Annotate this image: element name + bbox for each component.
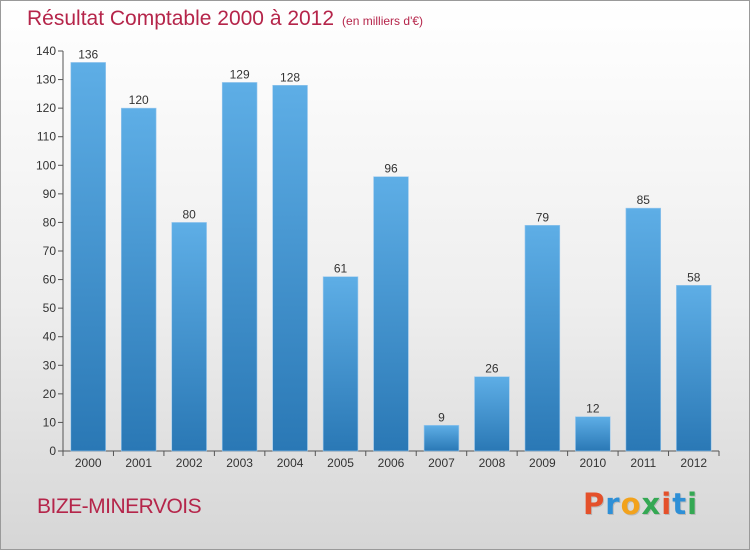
data-label: 12 (586, 402, 600, 416)
x-tick-label: 2008 (479, 456, 506, 470)
x-tick-label: 2011 (630, 456, 656, 470)
data-label: 129 (230, 67, 250, 81)
logo-letter: o (620, 487, 642, 521)
bar (474, 376, 510, 452)
data-label: 128 (280, 70, 300, 84)
logo-letter: r (605, 487, 621, 521)
y-tick-label: 110 (37, 130, 56, 144)
x-tick-label: 2007 (428, 456, 455, 470)
labels: 2000136200112020028020031292004128200561… (75, 47, 708, 470)
y-tick-label: 30 (43, 358, 57, 372)
bar (524, 224, 561, 452)
bar (221, 82, 258, 452)
y-tick-label: 100 (36, 158, 56, 172)
x-tick-label: 2010 (579, 456, 606, 470)
x-tick-label: 2009 (529, 456, 556, 470)
x-tick-label: 2006 (378, 456, 405, 470)
bar (423, 424, 460, 452)
x-tick-label: 2004 (277, 456, 304, 470)
y-tick-label: 40 (43, 330, 57, 344)
bar (322, 276, 359, 452)
logo-letter: P (583, 487, 606, 521)
y-tick-label: 90 (43, 187, 57, 201)
y-tick-label: 140 (36, 44, 56, 58)
bar (575, 416, 611, 452)
bar (171, 222, 207, 452)
bars (70, 62, 712, 452)
logo-letter: i (661, 487, 673, 521)
data-label: 80 (182, 207, 196, 221)
y-tick-label: 80 (43, 215, 57, 229)
data-label: 120 (129, 93, 149, 107)
x-tick-label: 2003 (226, 456, 253, 470)
y-tick-label: 60 (43, 273, 57, 287)
bar (120, 107, 157, 452)
bar (373, 176, 409, 452)
y-tick-label: 20 (43, 387, 57, 401)
bar (70, 62, 106, 452)
logo-letter: x (641, 487, 662, 521)
x-tick-label: 2001 (125, 456, 152, 470)
data-label: 79 (536, 210, 550, 224)
data-label: 58 (687, 270, 701, 284)
title-text: Résultat Comptable 2000 à 2012 (27, 7, 335, 30)
data-label: 26 (485, 362, 499, 376)
data-label: 85 (637, 193, 651, 207)
y-tick-label: 120 (36, 101, 56, 115)
bar (272, 84, 308, 452)
y-tick-label: 50 (43, 301, 57, 315)
y-tick-label: 70 (43, 244, 57, 258)
data-label: 9 (438, 410, 445, 424)
logo-letter: i (687, 487, 699, 521)
chart-title: Résultat Comptable 2000 à 2012 (en millie… (27, 7, 423, 31)
data-label: 61 (334, 262, 348, 276)
proxiti-logo[interactable]: Proxiti (583, 487, 698, 521)
y-tick-label: 130 (36, 73, 56, 87)
x-tick-label: 2012 (680, 456, 707, 470)
x-tick-label: 2000 (75, 456, 102, 470)
bar (676, 284, 712, 452)
bar (625, 207, 662, 452)
commune-name: BIZE-MINERVOIS (37, 495, 202, 518)
x-tick-label: 2002 (176, 456, 203, 470)
chart-subtitle: (en milliers d'€) (342, 14, 424, 28)
data-label: 96 (384, 162, 398, 176)
data-label: 136 (78, 47, 98, 61)
x-tick-label: 2005 (327, 456, 354, 470)
logo-letter: t (672, 487, 688, 521)
y-tick-label: 10 (43, 415, 57, 429)
y-tick-label: 0 (49, 444, 56, 458)
